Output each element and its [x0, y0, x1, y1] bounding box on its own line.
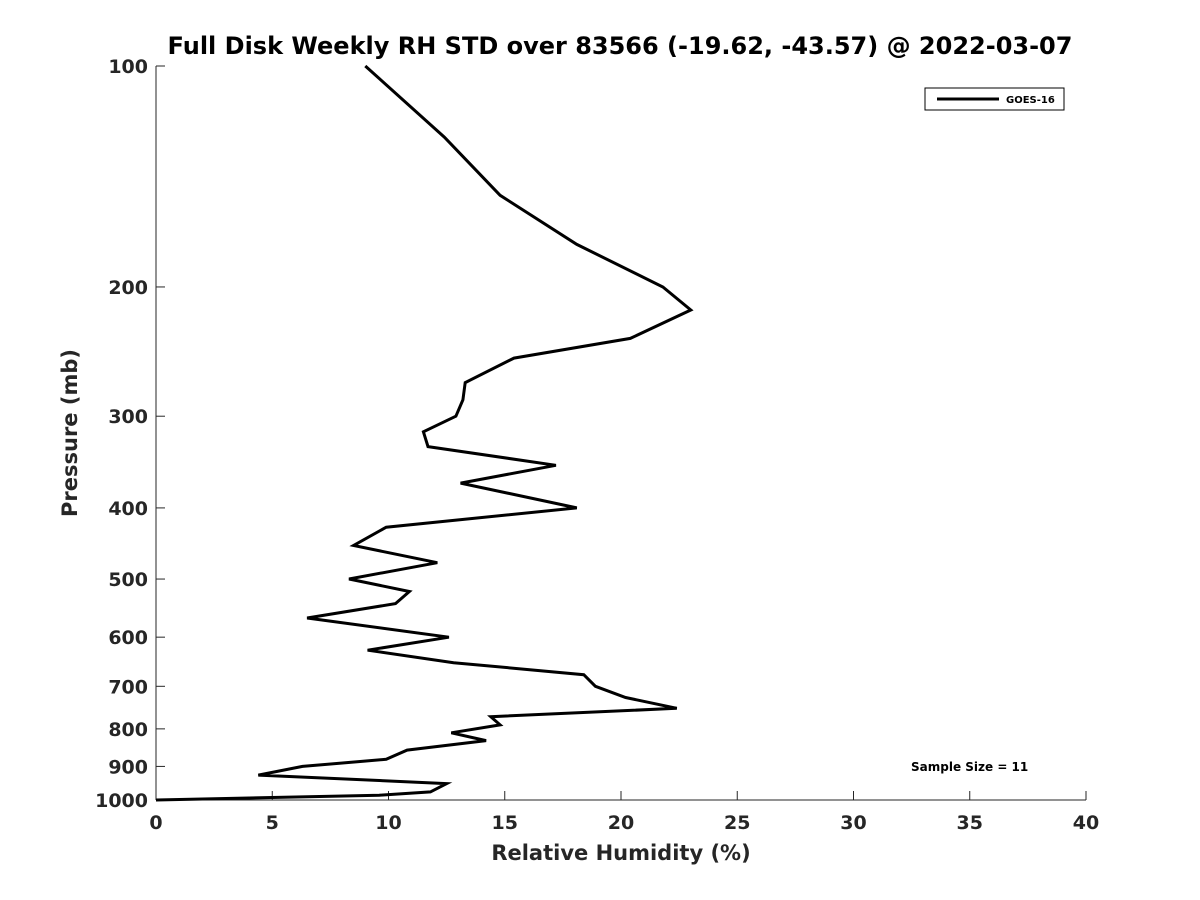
x-tick-label: 35	[957, 812, 983, 834]
chart-title: Full Disk Weekly RH STD over 83566 (-19.…	[168, 32, 1073, 60]
y-tick-label: 700	[108, 676, 148, 698]
y-tick-label: 800	[108, 719, 148, 741]
x-tick-label: 25	[724, 812, 750, 834]
plot-axes	[155, 66, 1086, 801]
y-tick-label: 500	[108, 569, 148, 591]
y-tick-label: 900	[108, 756, 148, 778]
y-tick-label: 600	[108, 627, 148, 649]
x-tick-label: 30	[840, 812, 866, 834]
legend-label-goes-16: GOES-16	[1006, 95, 1055, 106]
sample-size-annotation: Sample Size = 11	[911, 760, 1028, 774]
x-tick-label: 15	[492, 812, 518, 834]
x-tick-label: 10	[375, 812, 401, 834]
y-tick-label: 100	[108, 56, 148, 78]
x-axis-ticks: 0 5 10 15 20 25 30 35 40	[149, 791, 1099, 834]
x-tick-label: 20	[608, 812, 634, 834]
x-tick-label: 5	[266, 812, 279, 834]
x-tick-label: 40	[1073, 812, 1099, 834]
x-axis-label: Relative Humidity (%)	[491, 841, 750, 865]
y-axis-label: Pressure (mb)	[58, 349, 82, 517]
series-line-goes-16	[155, 64, 694, 802]
legend: GOES-16	[924, 87, 1065, 111]
x-tick-label: 0	[149, 812, 162, 834]
y-tick-label: 1000	[95, 790, 148, 812]
y-axis-ticks: 100 200 300 400 500 600 700 800 900 1000	[95, 56, 165, 812]
y-tick-label: 200	[108, 277, 148, 299]
y-tick-label: 400	[108, 498, 148, 520]
y-tick-label: 300	[108, 406, 148, 428]
series-group	[155, 64, 694, 802]
